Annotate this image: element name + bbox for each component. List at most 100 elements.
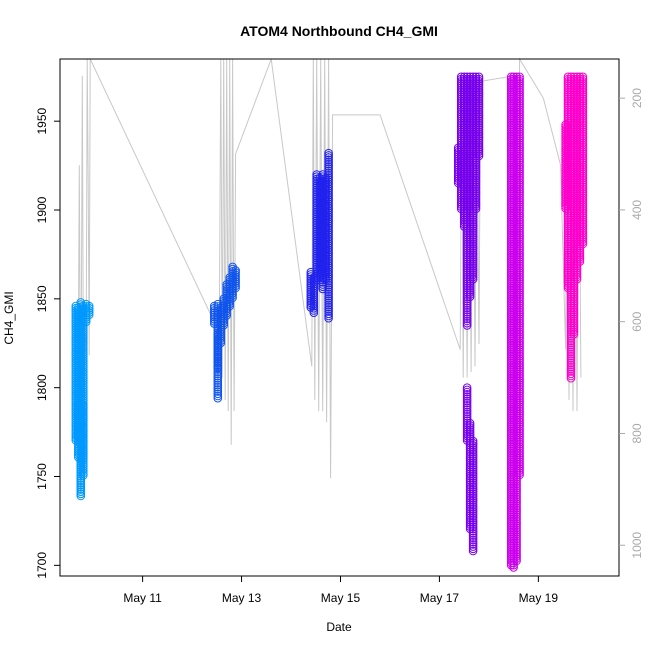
- data-point: [474, 83, 484, 93]
- data-point: [309, 293, 319, 302]
- data-point: [462, 383, 472, 393]
- data-point: [324, 234, 333, 244]
- data-point: [468, 463, 478, 472]
- data-point: [213, 369, 223, 379]
- data-point: [468, 239, 478, 249]
- data-point: [324, 250, 333, 259]
- data-point: [515, 387, 524, 396]
- data-point: [578, 173, 588, 183]
- data-point: [578, 131, 588, 141]
- data-point: [569, 299, 579, 308]
- data-point: [468, 546, 478, 556]
- data-point: [512, 525, 521, 535]
- plot-frame: [59, 58, 620, 577]
- data-point: [572, 270, 582, 280]
- data-point: [578, 90, 588, 99]
- data-point: [462, 310, 472, 319]
- data-point: [515, 112, 524, 121]
- data-point: [515, 184, 524, 194]
- secondary-y-axis: 200 400 600 800 1000: [619, 88, 644, 559]
- data-point: [309, 306, 319, 315]
- data-point: [578, 98, 588, 108]
- data-point: [79, 380, 88, 390]
- y-axis-label: CH4_GMI: [2, 291, 16, 344]
- data-point: [515, 367, 524, 376]
- data-point: [324, 272, 333, 281]
- data-point: [512, 481, 521, 491]
- data-point: [468, 252, 478, 262]
- data-point: [569, 321, 579, 330]
- data-point: [468, 469, 478, 479]
- data-point: [515, 246, 524, 255]
- data-point: [512, 488, 521, 497]
- series-3: [306, 148, 333, 323]
- data-point: [578, 228, 588, 238]
- data-point: [213, 338, 223, 348]
- data-point: [515, 193, 524, 203]
- series-6: [561, 72, 588, 383]
- data-point: [515, 296, 524, 306]
- data-point: [515, 191, 524, 200]
- data-point: [569, 329, 579, 339]
- data-point: [312, 275, 322, 285]
- data-point: [515, 285, 524, 295]
- data-point: [578, 235, 588, 244]
- data-point: [231, 277, 240, 286]
- data-point: [515, 360, 524, 370]
- data-point: [474, 129, 484, 139]
- y-tick-label: 1800: [35, 374, 49, 401]
- data-point: [324, 274, 333, 283]
- data-point: [569, 294, 579, 304]
- data-point: [468, 515, 478, 525]
- data-point: [222, 302, 231, 311]
- data-point: [324, 245, 333, 255]
- data-point: [566, 349, 576, 359]
- data-point: [474, 103, 484, 112]
- data-point: [468, 445, 478, 455]
- data-point: [216, 338, 226, 348]
- series-4: [453, 72, 484, 556]
- data-point: [79, 405, 88, 415]
- data-point: [231, 272, 240, 282]
- data-point: [324, 291, 333, 301]
- data-point: [515, 171, 524, 181]
- data-point: [79, 343, 88, 353]
- data-point: [474, 92, 484, 101]
- data-point: [515, 149, 524, 159]
- data-point: [468, 248, 478, 258]
- data-point: [515, 347, 524, 357]
- data-point: [578, 226, 588, 236]
- data-point: [222, 306, 231, 316]
- data-point: [324, 206, 333, 215]
- data-point: [515, 98, 524, 108]
- data-point: [462, 418, 472, 428]
- data-point: [474, 109, 484, 119]
- data-point: [324, 164, 333, 173]
- data-point: [578, 175, 588, 185]
- data-point: [81, 315, 91, 324]
- data-point: [474, 149, 484, 159]
- data-point: [515, 323, 524, 332]
- data-point: [213, 385, 223, 394]
- data-point: [474, 120, 484, 130]
- data-point: [79, 416, 88, 426]
- data-point: [474, 131, 484, 141]
- data-point: [515, 186, 524, 196]
- data-point: [324, 278, 333, 288]
- data-point: [515, 329, 524, 339]
- data-point: [468, 474, 478, 483]
- data-point: [512, 505, 521, 515]
- data-point: [468, 507, 478, 516]
- data-point: [515, 169, 524, 178]
- data-point: [515, 259, 524, 269]
- data-point: [79, 334, 88, 344]
- data-point: [462, 303, 472, 313]
- data-point: [515, 404, 524, 414]
- data-point: [515, 343, 524, 352]
- data-point: [222, 308, 231, 318]
- data-point: [324, 219, 333, 228]
- data-point: [569, 316, 579, 326]
- data-point: [566, 354, 576, 363]
- data-point: [462, 305, 472, 315]
- data-point: [515, 252, 524, 262]
